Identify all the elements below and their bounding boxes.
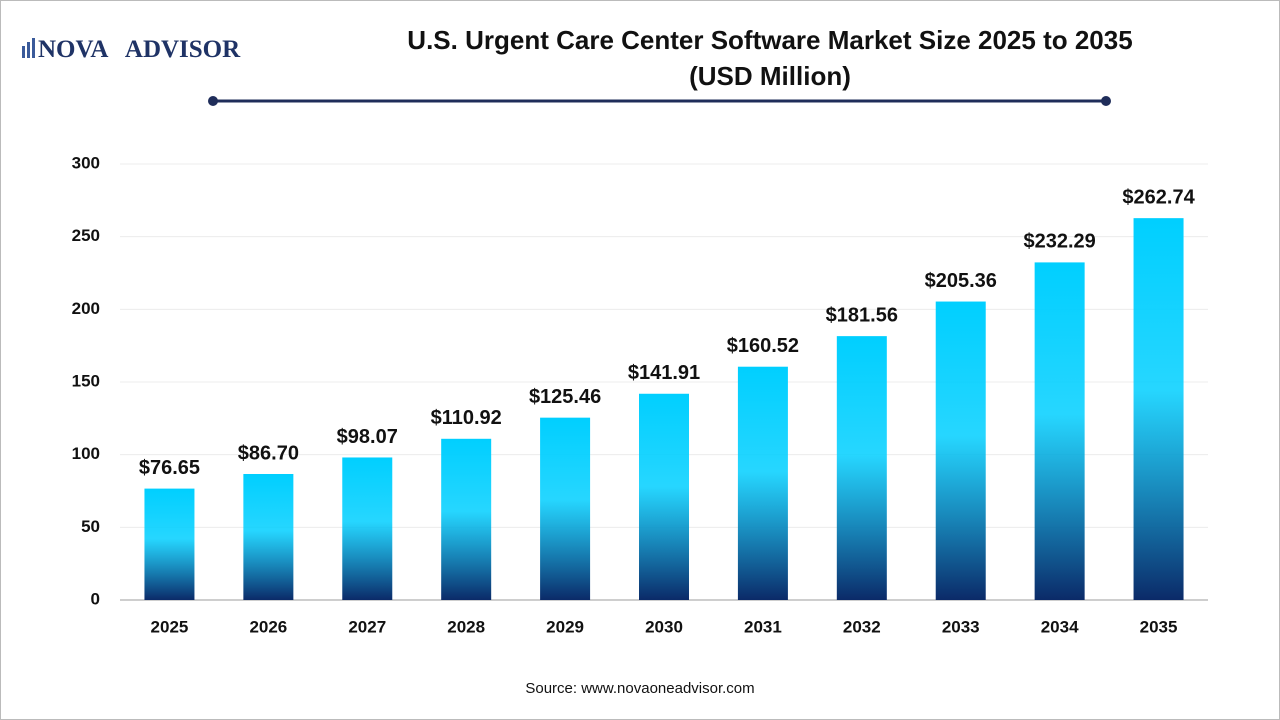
title-rule-dot: [1101, 96, 1111, 106]
logo-icon: [27, 42, 30, 58]
x-tick-label: 2033: [942, 617, 980, 636]
value-label: $76.65: [139, 457, 200, 479]
bar: [935, 301, 986, 600]
chart-title: U.S. Urgent Care Center Software Market …: [407, 25, 1132, 55]
bar: [639, 393, 689, 600]
bar: [737, 366, 788, 600]
logo-text: NOVA1ADVISOR: [38, 36, 241, 63]
bar: [540, 417, 591, 600]
x-tick-label: 2035: [1140, 617, 1178, 636]
bar: [836, 336, 887, 600]
y-tick-label: 0: [91, 589, 100, 608]
x-tick-label: 2029: [546, 617, 584, 636]
bar: [441, 438, 492, 600]
bar: [1034, 262, 1085, 600]
logo-right: ADVISOR: [125, 36, 241, 63]
value-label: $86.70: [238, 442, 299, 464]
value-label: $110.92: [431, 407, 502, 429]
value-label: $262.74: [1122, 186, 1195, 208]
value-label: $141.91: [628, 362, 700, 384]
x-tick-label: 2032: [843, 617, 881, 636]
logo: NOVA1ADVISOR: [22, 36, 241, 63]
chart-subtitle: (USD Million): [689, 61, 851, 91]
value-label: $205.36: [925, 270, 997, 292]
y-tick-label: 250: [72, 226, 100, 245]
value-label: $232.29: [1023, 231, 1095, 253]
logo-mark: 1: [110, 36, 123, 63]
y-tick-label: 300: [72, 153, 100, 172]
value-label: $181.56: [826, 304, 898, 326]
value-label: $98.07: [337, 426, 398, 448]
x-tick-label: 2030: [645, 617, 683, 636]
title-rule-dot: [208, 96, 218, 106]
y-tick-label: 100: [72, 444, 100, 463]
logo-left: NOVA: [38, 36, 108, 63]
x-tick-label: 2031: [744, 617, 782, 636]
logo-icon: [32, 38, 35, 58]
value-label: $125.46: [529, 386, 601, 408]
y-tick-label: 50: [81, 517, 100, 536]
bar: [243, 473, 294, 600]
x-tick-label: 2027: [348, 617, 386, 636]
bar: [1133, 218, 1184, 601]
bar: [342, 457, 393, 600]
x-tick-label: 2034: [1041, 617, 1079, 636]
value-label: $160.52: [727, 335, 799, 357]
y-tick-label: 150: [72, 371, 100, 390]
y-tick-label: 200: [72, 299, 100, 318]
logo-icon: [22, 46, 25, 58]
x-tick-label: 2026: [249, 617, 287, 636]
bar: [144, 488, 195, 600]
source: Source: www.novaoneadvisor.com: [525, 680, 754, 697]
x-tick-label: 2028: [447, 617, 485, 636]
x-tick-label: 2025: [151, 617, 189, 636]
